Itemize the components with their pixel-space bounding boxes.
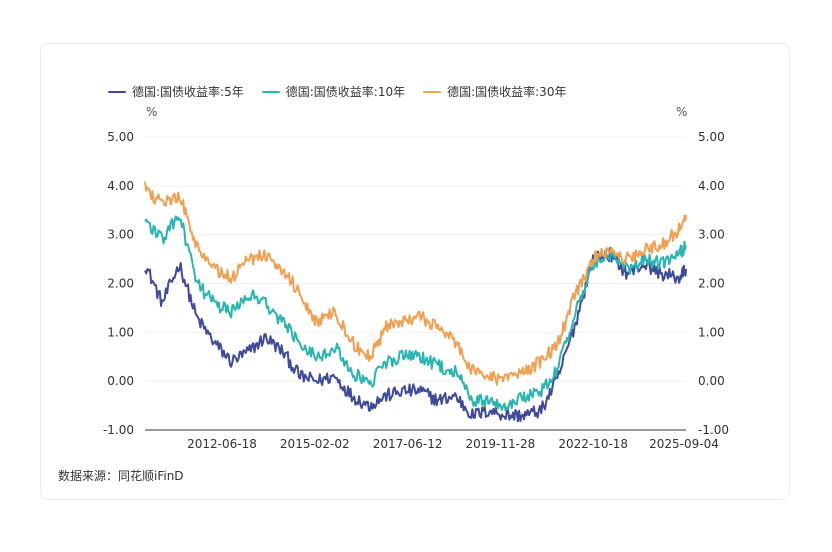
chart-legend: 德国:国债收益率:5年 德国:国债收益率:10年 德国:国债收益率:30年 xyxy=(108,83,566,100)
legend-swatch-10y xyxy=(261,90,280,93)
legend-label-30y: 德国:国债收益率:30年 xyxy=(447,85,567,99)
legend-swatch-30y xyxy=(423,90,442,93)
y-tick-label-right: 4.00 xyxy=(698,179,725,193)
axis-layer: 5.00 5.00 4.00 4.00 3.00 3.00 2.00 2.00 1.00 1.00… xyxy=(103,130,729,451)
series-layer xyxy=(144,181,687,423)
y-tick-label-left: 3.00 xyxy=(107,228,134,242)
legend-item-5y[interactable]: 德国:国债收益率:5年 xyxy=(108,83,244,100)
x-tick-label: 2017-06-12 xyxy=(373,437,443,451)
source-note: 数据来源：同花顺iFinD xyxy=(58,469,184,483)
series-line-2[interactable] xyxy=(144,181,687,386)
y-tick-label-left: -1.00 xyxy=(103,423,134,437)
legend-item-10y[interactable]: 德国:国债收益率:10年 xyxy=(261,83,406,100)
y-tick-label-left: 2.00 xyxy=(107,277,134,291)
y-tick-label-right: 0.00 xyxy=(698,374,725,388)
grid-layer xyxy=(145,136,686,382)
right-unit-label: % xyxy=(676,105,687,119)
x-tick-label: 2025-09-04 xyxy=(649,437,719,451)
x-tick-label: 2022-10-18 xyxy=(558,437,628,451)
legend-item-30y[interactable]: 德国:国债收益率:30年 xyxy=(423,83,566,100)
legend-label-5y: 德国:国债收益率:5年 xyxy=(132,85,244,99)
x-tick-label: 2015-02-02 xyxy=(280,437,350,451)
y-tick-label-right: 5.00 xyxy=(698,130,725,144)
legend-swatch-5y xyxy=(108,90,126,93)
y-tick-label-left: 5.00 xyxy=(107,130,134,144)
legend-label-10y: 德国:国债收益率:10年 xyxy=(285,85,406,99)
y-tick-label-right: 3.00 xyxy=(698,228,725,242)
y-tick-label-right: -1.00 xyxy=(698,423,729,437)
y-tick-label-right: 1.00 xyxy=(698,325,725,339)
y-tick-label-right: 2.00 xyxy=(698,277,725,291)
y-tick-label-left: 1.00 xyxy=(107,325,134,339)
left-unit-label: % xyxy=(146,105,157,119)
x-tick-label: 2019-11-28 xyxy=(466,437,536,451)
y-tick-label-left: 4.00 xyxy=(107,179,134,193)
x-tick-label: 2012-06-18 xyxy=(187,437,257,451)
y-tick-label-left: 0.00 xyxy=(107,374,134,388)
